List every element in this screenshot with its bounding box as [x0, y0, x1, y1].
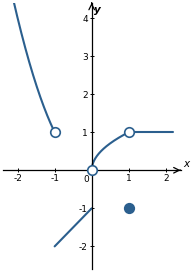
Text: 0: 0	[83, 175, 89, 184]
Text: x: x	[184, 159, 190, 169]
Text: y: y	[94, 5, 101, 15]
